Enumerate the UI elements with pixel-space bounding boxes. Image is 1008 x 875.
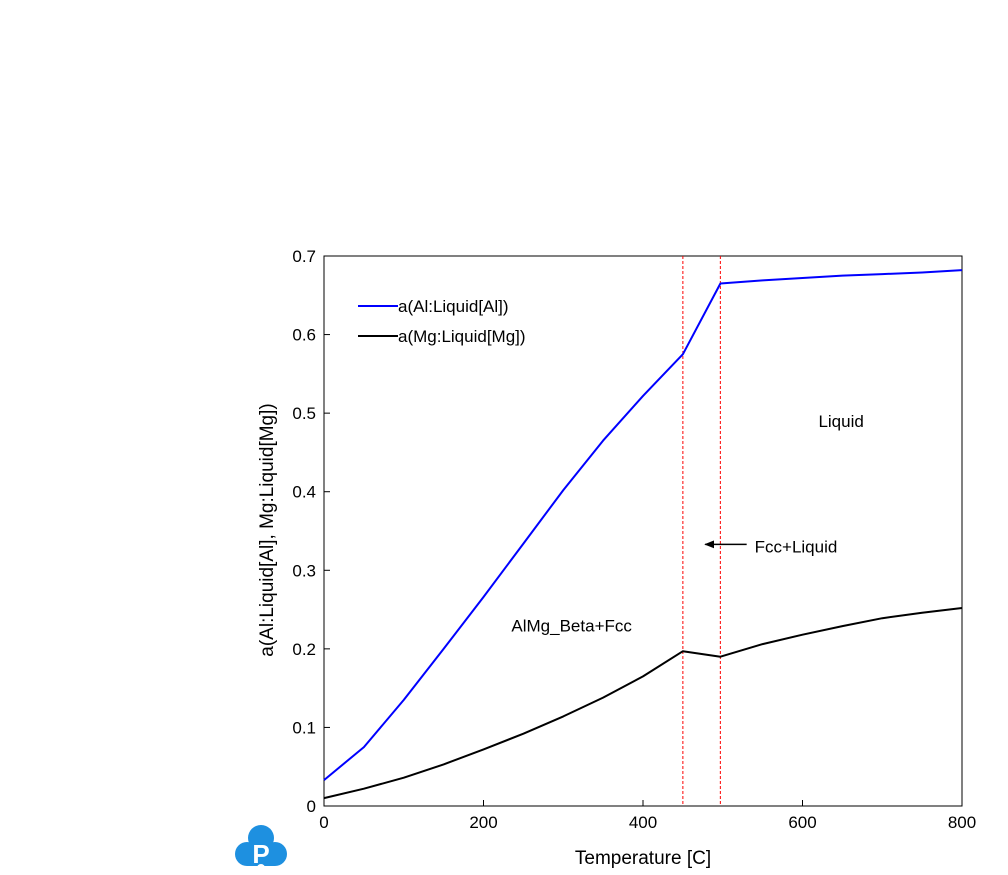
series-layer bbox=[323, 256, 963, 806]
x-tick-label: 0 bbox=[319, 813, 328, 832]
y-tick-label: 0.2 bbox=[292, 640, 316, 659]
annotation-layer: Liquid Fcc+Liquid AlMg_Beta+Fcc bbox=[511, 412, 863, 635]
y-tick-label: 0.6 bbox=[292, 326, 316, 345]
series-line-0 bbox=[323, 269, 963, 781]
y-tick-label: 0.3 bbox=[292, 561, 316, 580]
x-axis-label: Temperature [C] bbox=[575, 848, 711, 869]
y-tick-label: 0.4 bbox=[292, 483, 316, 502]
logo: P bbox=[235, 825, 287, 872]
x-tick-label: 200 bbox=[469, 813, 497, 832]
region-label-0: Liquid bbox=[818, 412, 863, 431]
cloud-logo-icon bbox=[235, 825, 287, 872]
logo-letter: P bbox=[252, 839, 269, 869]
region-label-2: AlMg_Beta+Fcc bbox=[511, 616, 632, 635]
legend: a(Al:Liquid[Al]) a(Mg:Liquid[Mg]) bbox=[358, 297, 526, 346]
x-tick-label: 800 bbox=[948, 813, 976, 832]
region-label-1: Fcc+Liquid bbox=[755, 538, 838, 557]
legend-label-1: a(Mg:Liquid[Mg]) bbox=[398, 327, 526, 346]
axes-layer: 0 200 400 600 800 0 0.1 0.2 0.3 0.4 0.5 0.6 0.7 bbox=[292, 247, 976, 832]
y-tick-label: 0 bbox=[307, 797, 316, 816]
legend-label-0: a(Al:Liquid[Al]) bbox=[398, 297, 509, 316]
x-tick-label: 600 bbox=[788, 813, 816, 832]
y-tick-label: 0.7 bbox=[292, 247, 316, 266]
y-axis-label: a(Al:Liquid[Al], Mg:Liquid[Mg]) bbox=[257, 403, 278, 656]
series-line-1 bbox=[323, 607, 963, 800]
x-tick-label: 400 bbox=[629, 813, 657, 832]
y-tick-label: 0.5 bbox=[292, 404, 316, 423]
y-tick-label: 0.1 bbox=[292, 718, 316, 737]
